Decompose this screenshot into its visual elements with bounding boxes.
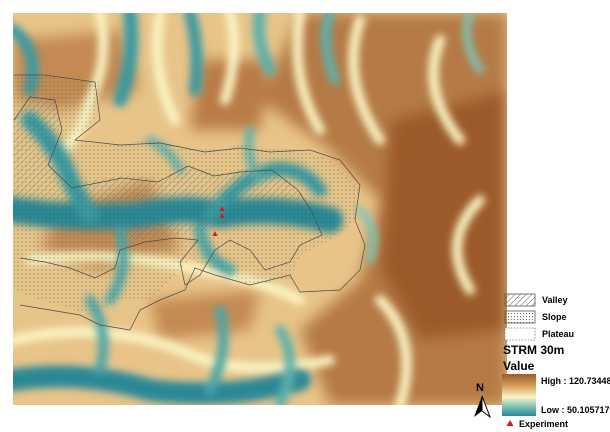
legend-value-heading: Value [503, 359, 535, 373]
legend [474, 293, 536, 426]
legend-swatch-plateau [504, 327, 536, 341]
legend-swatch-slope [504, 310, 536, 324]
zone-boundaries [13, 74, 366, 331]
elevation-color-ramp [502, 374, 536, 416]
legend-label-valley: Valley [542, 295, 568, 305]
legend-low-label: Low : 50.105717 [541, 405, 610, 415]
legend-label-plateau: Plateau [542, 329, 575, 339]
north-label: N [476, 382, 484, 394]
elevation-raster [13, 13, 507, 405]
experiment-marker [212, 231, 218, 236]
experiment-marker [219, 206, 225, 211]
experiment-markers [212, 206, 225, 236]
experiment-marker [219, 213, 225, 218]
legend-experiment-label: Experiment [519, 419, 569, 429]
slope-zone [14, 75, 360, 315]
legend-label-slope: Slope [542, 312, 567, 322]
legend-high-label: High : 120.734482 [541, 376, 610, 386]
legend-swatch-valley [504, 293, 536, 307]
legend-title: STRM 30m [503, 343, 565, 357]
north-arrow-icon [474, 395, 492, 419]
legend-experiment-icon [506, 420, 514, 426]
